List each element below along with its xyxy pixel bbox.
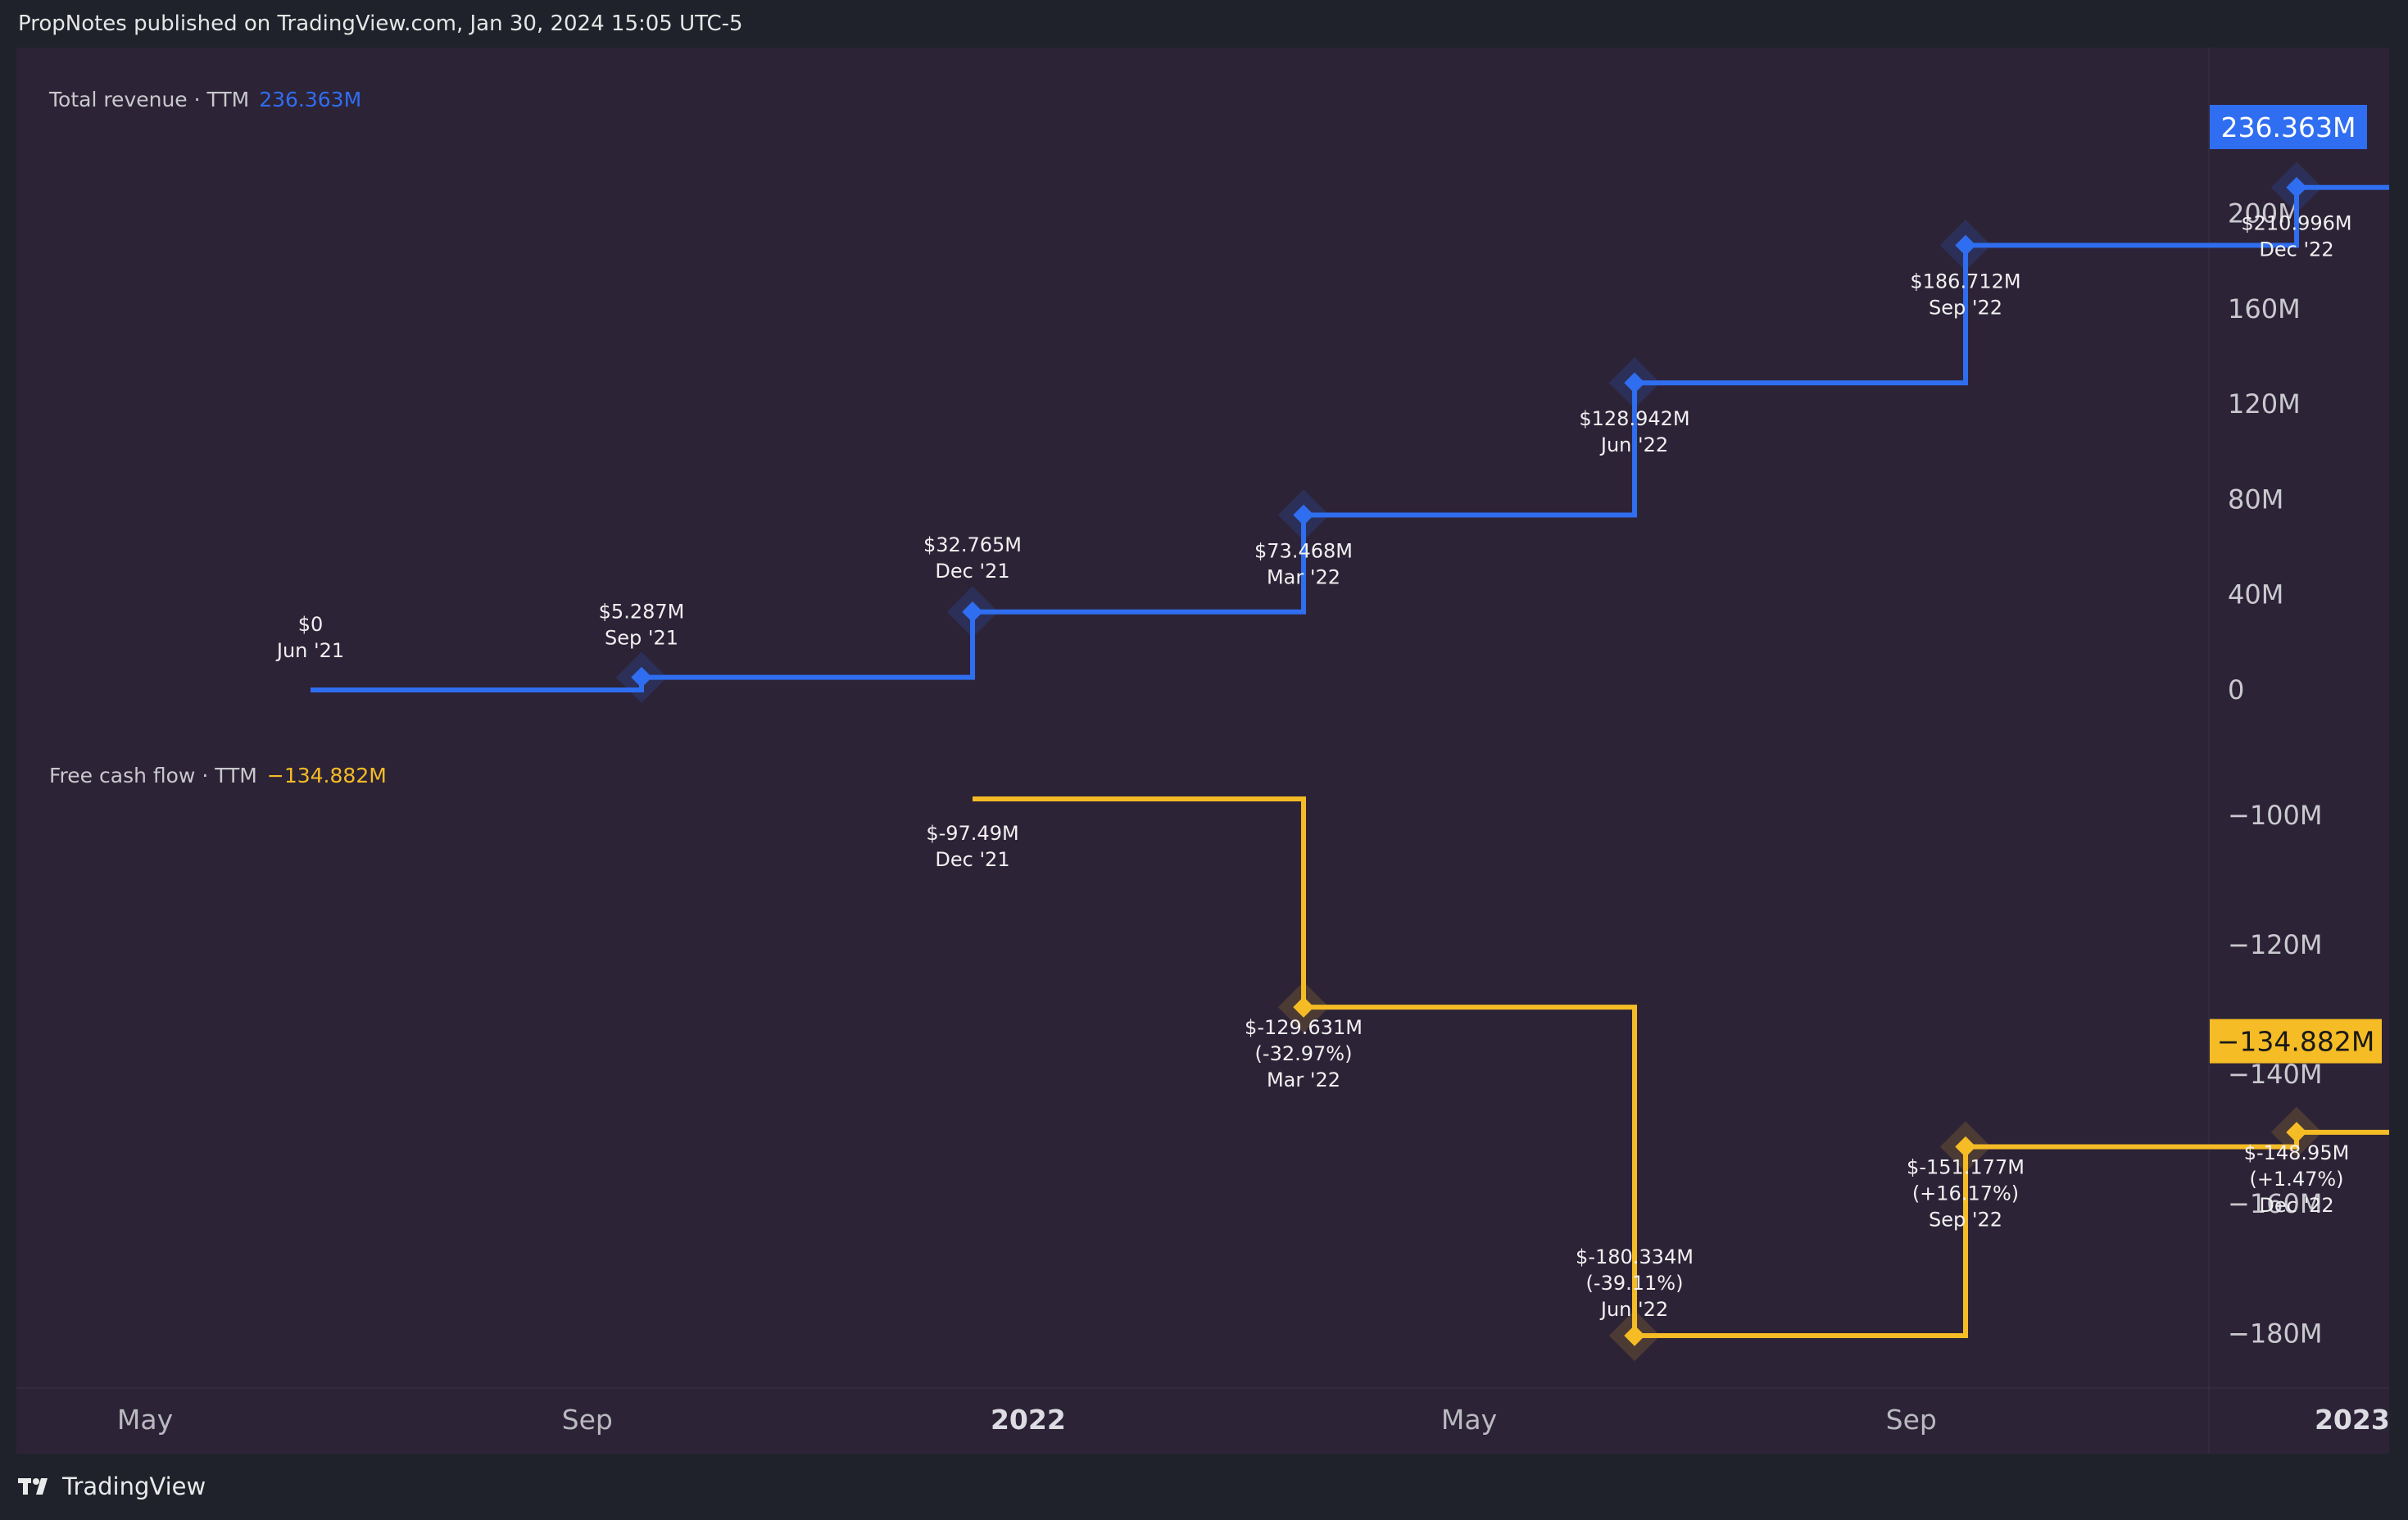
- fcf-point-date: Dec '21: [935, 848, 1009, 871]
- revenue-y-tick-label: 40M: [2228, 579, 2283, 610]
- tradingview-logo-icon: [18, 1478, 48, 1495]
- fcf-point-value: $-129.631M: [1245, 1016, 1363, 1039]
- fcf-price-badge[interactable]: [2210, 1019, 2382, 1064]
- tradingview-brand: TradingView: [62, 1472, 206, 1500]
- revenue-point-value: $0: [298, 613, 324, 636]
- x-tick-label: Sep: [562, 1404, 613, 1436]
- revenue-point-date: Dec '21: [935, 560, 1009, 583]
- chart-svg[interactable]: 200M 160M 120M 80M 40M 0 −100M −120M −140M −160M −…: [16, 48, 2389, 1454]
- fcf-point-date: Mar '22: [1267, 1069, 1340, 1091]
- x-tick-label: May: [117, 1404, 173, 1436]
- revenue-step-line[interactable]: [311, 127, 2389, 692]
- fcf-point-change: (+16.17%): [1912, 1182, 2019, 1205]
- fcf-legend[interactable]: Free cash flow · TTM −134.882M: [49, 764, 387, 787]
- revenue-point-date: Dec '22: [2259, 238, 2333, 261]
- revenue-price-badge[interactable]: [2210, 105, 2367, 149]
- fcf-point-value: $-151.177M: [1907, 1155, 2025, 1178]
- x-tick-label: 2022: [991, 1404, 1066, 1436]
- price-axis-panel[interactable]: [2209, 48, 2389, 1454]
- x-tick-label: May: [1441, 1404, 1497, 1436]
- revenue-point-value: $128.942M: [1579, 407, 1689, 430]
- revenue-point-date: Sep '22: [1929, 296, 2002, 319]
- fcf-y-tick-label: −160M: [2228, 1188, 2323, 1219]
- fcf-point-date: Dec '22: [2259, 1194, 2333, 1217]
- fcf-point-value: $-97.49M: [926, 822, 1018, 845]
- revenue-point-date: Jun '22: [1599, 433, 1668, 456]
- revenue-point-marker[interactable]: [631, 666, 652, 688]
- x-tick-label: 2023: [2315, 1404, 2389, 1436]
- chart-area[interactable]: 200M 160M 120M 80M 40M 0 −100M −120M −140M −160M −…: [16, 48, 2389, 1454]
- revenue-point-value: $186.712M: [1910, 270, 2020, 293]
- revenue-y-tick-label: 0: [2228, 674, 2244, 706]
- fcf-point-change: (-32.97%): [1255, 1042, 1353, 1065]
- fcf-point-value: $-148.95M: [2244, 1141, 2350, 1164]
- revenue-point-value: $210.996M: [2241, 212, 2351, 235]
- revenue-legend[interactable]: Total revenue · TTM 236.363M: [49, 88, 361, 111]
- fcf-y-tick-label: −140M: [2228, 1059, 2323, 1090]
- fcf-point-value: $-180.334M: [1576, 1245, 1694, 1268]
- fcf-point-date: Jun '22: [1599, 1298, 1668, 1321]
- revenue-legend-value: 236.363M: [259, 88, 362, 111]
- tradingview-footer[interactable]: TradingView: [18, 1472, 206, 1500]
- revenue-point-value: $32.765M: [923, 533, 1022, 556]
- fcf-price-badge-text: −134.882M: [2217, 1026, 2375, 1058]
- fcf-y-tick-label: −180M: [2228, 1318, 2323, 1349]
- revenue-y-tick-label: 80M: [2228, 483, 2283, 515]
- revenue-point-date: Sep '21: [605, 627, 678, 650]
- revenue-point-date: Jun '21: [275, 639, 344, 662]
- fcf-y-tick-label: −100M: [2228, 800, 2323, 831]
- revenue-point-value: $5.287M: [599, 601, 685, 624]
- fcf-point-change: (-39.11%): [1586, 1272, 1684, 1295]
- revenue-point-date: Mar '22: [1267, 565, 1340, 588]
- fcf-y-tick-label: −120M: [2228, 929, 2323, 960]
- fcf-point-date: Sep '22: [1929, 1208, 2002, 1231]
- revenue-point-value: $73.468M: [1254, 539, 1353, 562]
- x-tick-label: Sep: [1886, 1404, 1937, 1436]
- revenue-legend-title: Total revenue · TTM: [49, 88, 250, 111]
- fcf-legend-title: Free cash flow · TTM: [49, 764, 257, 787]
- fcf-point-change: (+1.47%): [2249, 1168, 2343, 1191]
- revenue-price-badge-text: 236.363M: [2221, 111, 2356, 143]
- publish-header: PropNotes published on TradingView.com, …: [18, 11, 743, 36]
- revenue-y-tick-label: 160M: [2228, 293, 2301, 324]
- revenue-y-tick-label: 200M: [2228, 198, 2301, 229]
- fcf-legend-value: −134.882M: [266, 764, 387, 787]
- revenue-y-tick-label: 120M: [2228, 388, 2301, 420]
